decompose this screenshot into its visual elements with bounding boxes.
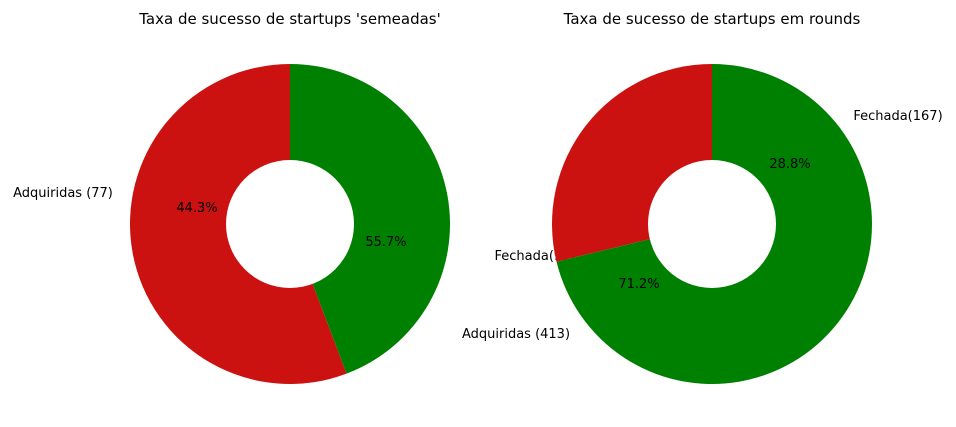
slice-percent-closed: 28.8% [769, 157, 810, 172]
pie-chart-seeded: Taxa de sucesso de startups 'semeadas' F… [13, 10, 576, 384]
pie-chart-rounds: Taxa de sucesso de startups em rounds Fe… [462, 10, 943, 384]
donut-hole [648, 160, 776, 288]
slice-percent-closed: 55.7% [365, 235, 406, 250]
slice-percent-acquired: 71.2% [618, 277, 659, 292]
slice-percent-acquired: 44.3% [176, 201, 217, 216]
chart-title: Taxa de sucesso de startups em rounds [563, 10, 861, 28]
slice-label-acquired: Adquiridas (413) [462, 327, 570, 342]
chart-title: Taxa de sucesso de startups 'semeadas' [138, 10, 441, 28]
slice-label-closed: Fechada(167) [853, 109, 942, 124]
slice-label-acquired: Adquiridas (77) [13, 186, 113, 201]
pie-wedge-acquired [290, 64, 451, 374]
donut-hole [226, 160, 354, 288]
